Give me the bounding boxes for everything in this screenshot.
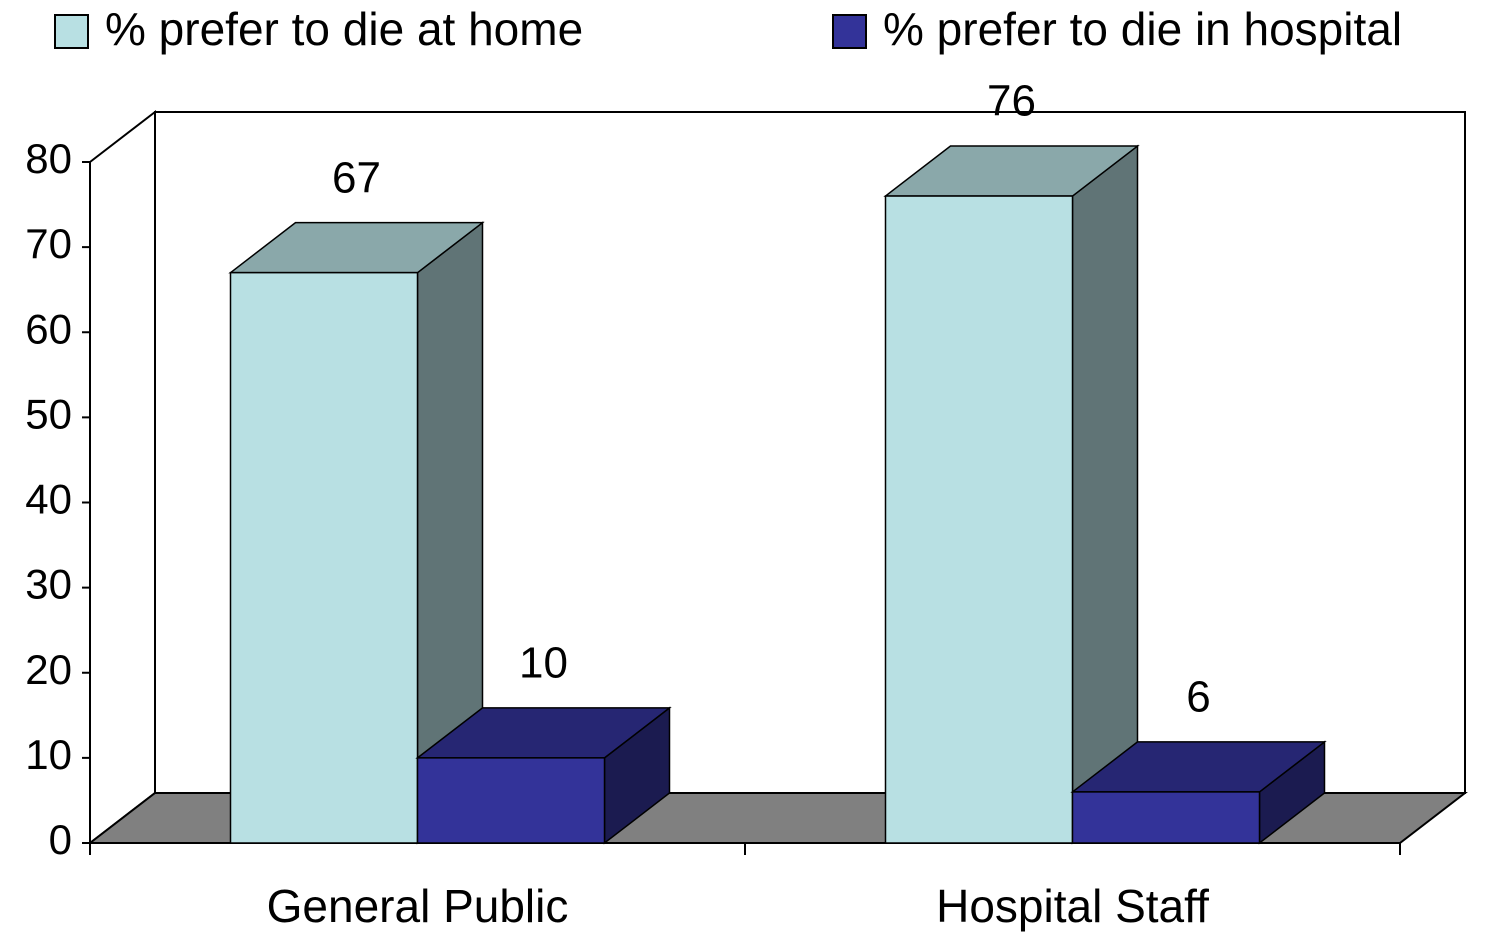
bar: [228, 221, 485, 845]
bar: [415, 706, 672, 845]
bar-side: [1071, 144, 1139, 845]
y-tick-label: 10: [25, 731, 72, 778]
value-label: 10: [519, 639, 568, 688]
value-label: 76: [987, 77, 1036, 126]
x-tick-label: Hospital Staff: [936, 880, 1209, 932]
bar-front: [1071, 791, 1261, 844]
legend-swatch: [832, 14, 867, 49]
y-tick-label: 80: [25, 135, 72, 182]
y-tick-label: 50: [25, 390, 72, 437]
value-label: 6: [1186, 673, 1210, 722]
bar-front: [884, 195, 1074, 844]
bar: [1070, 740, 1327, 845]
y-tick-label: 0: [49, 816, 72, 863]
y-tick-label: 40: [25, 476, 72, 523]
legend-swatch: [54, 14, 89, 49]
side-wall: [89, 109, 156, 846]
value-label: 67: [332, 153, 381, 202]
legend-label: % prefer to die at home: [105, 3, 583, 55]
legend-label: % prefer to die in hospital: [883, 3, 1402, 55]
bar-front: [229, 271, 419, 844]
x-tick-label: General Public: [267, 880, 569, 932]
y-tick-label: 20: [25, 646, 72, 693]
bar: [883, 144, 1140, 845]
bar-front: [416, 757, 606, 844]
y-tick-label: 60: [25, 305, 72, 352]
y-tick-label: 30: [25, 561, 72, 608]
y-tick-label: 70: [25, 220, 72, 267]
